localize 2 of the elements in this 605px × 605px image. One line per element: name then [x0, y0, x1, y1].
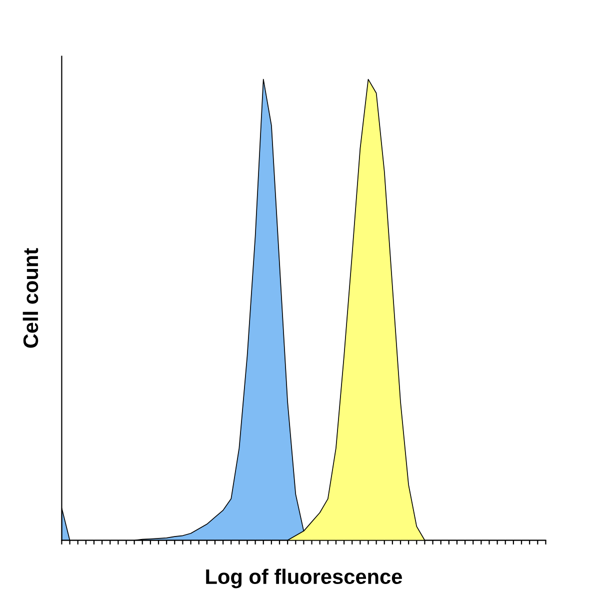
x-axis-title: Log of fluorescence	[206, 568, 402, 588]
y-axis-title: Cell count	[22, 248, 38, 348]
